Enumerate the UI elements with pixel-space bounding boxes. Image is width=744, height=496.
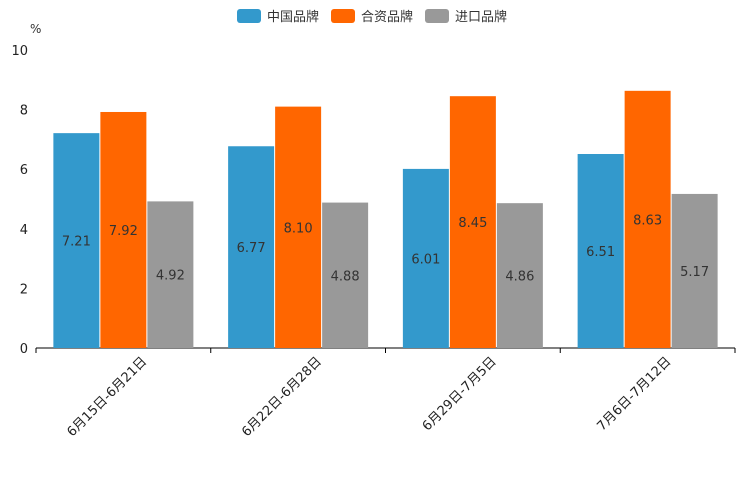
y-tick-label: 8	[20, 104, 28, 119]
data-label: 4.88	[331, 269, 360, 284]
legend-label-china-brand: 中国品牌	[266, 10, 319, 25]
data-label: 8.10	[284, 221, 313, 236]
data-label: 6.51	[586, 245, 615, 260]
y-tick-label: 10	[11, 44, 28, 59]
bar-2-3	[449, 96, 496, 348]
legend-swatch-jv-brand	[330, 8, 355, 23]
bar-2-4	[624, 90, 671, 349]
x-tick-label: 7月6日-7月12日	[595, 354, 675, 434]
data-label: 7.21	[62, 235, 91, 250]
bar-1-2	[228, 146, 275, 348]
y-tick-label: 0	[20, 342, 28, 357]
bar-2-1	[100, 111, 147, 348]
legend: 中国品牌 合资品牌 进口品牌	[0, 6, 744, 25]
data-label: 4.86	[505, 270, 534, 285]
data-label: 6.01	[411, 252, 440, 267]
y-axis-unit: %	[30, 22, 42, 36]
y-tick-label: 6	[20, 163, 28, 178]
data-label: 6.77	[237, 241, 266, 256]
legend-label-jv-brand: 合资品牌	[360, 10, 413, 25]
x-tick-label: 6月15日-6月21日	[64, 354, 150, 440]
legend-item-china-brand[interactable]: 中国品牌	[236, 6, 319, 25]
legend-item-jv-brand[interactable]: 合资品牌	[330, 6, 413, 25]
legend-swatch-import-brand	[425, 8, 449, 23]
bar-3-3	[496, 203, 543, 348]
y-tick-label: 4	[20, 223, 28, 238]
data-label: 8.63	[633, 213, 662, 228]
x-tick-label: 6月22日-6月28日	[239, 354, 325, 440]
legend-item-import-brand[interactable]: 进口品牌	[425, 6, 507, 25]
data-label: 8.45	[458, 216, 487, 231]
bar-3-1	[147, 201, 194, 348]
bar-3-4	[671, 193, 718, 348]
bar-1-4	[577, 154, 624, 348]
data-label: 5.17	[680, 265, 709, 280]
bar-2-2	[275, 106, 322, 349]
data-label: 7.92	[109, 224, 138, 239]
legend-swatch-china-brand	[236, 8, 261, 23]
data-label: 4.92	[156, 269, 185, 284]
bar-1-1	[53, 133, 100, 348]
legend-label-import-brand: 进口品牌	[455, 10, 508, 25]
y-tick-label: 2	[20, 282, 28, 297]
bar-3-2	[322, 202, 369, 348]
bar-1-3	[402, 168, 449, 348]
x-tick-label: 6月29日-7月5日	[420, 354, 500, 434]
